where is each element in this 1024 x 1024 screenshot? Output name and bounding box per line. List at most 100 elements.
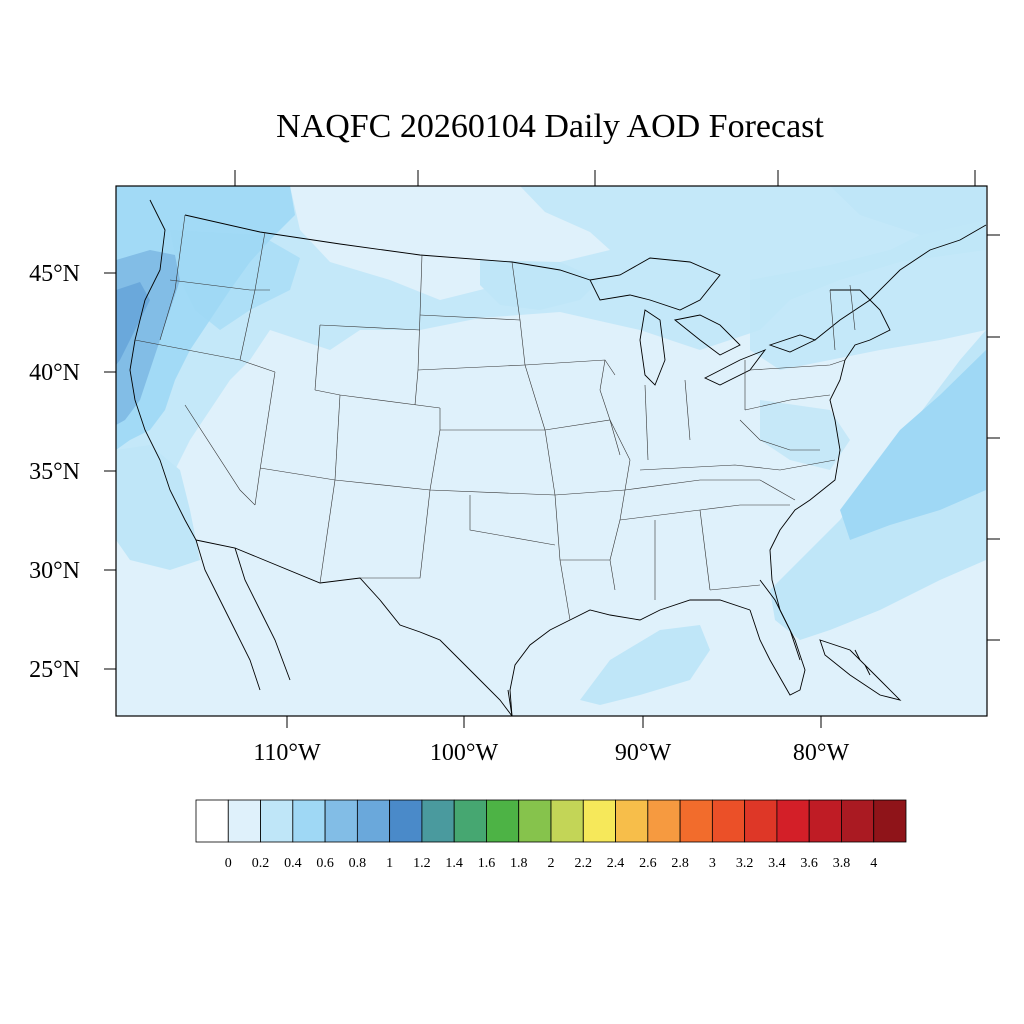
lat-label: 45°N — [29, 261, 80, 287]
wy-north — [319, 324, 421, 331]
la-tx-line — [559, 559, 571, 621]
mexico-gulf-coast — [507, 689, 513, 716]
ny-pa-line — [749, 359, 846, 371]
colorbar-tick-label: 4 — [870, 856, 877, 871]
tn-ky-line — [639, 459, 836, 471]
pacific-coast — [129, 199, 197, 541]
colorbar-labels: 0 0.2 0.4 0.6 0.8 1 1.2 1.4 1.6 1.8 2 2.2 2.4 2.6 2.8 3… — [225, 856, 877, 871]
colorbar-swatch — [615, 799, 649, 843]
colorbar-tick-label: 1.4 — [445, 856, 463, 871]
colorbar-tick-label: 2.2 — [575, 856, 593, 871]
colorbar-swatch — [389, 799, 423, 843]
baja-coast-east — [234, 547, 291, 681]
ms-al-ga-north — [619, 504, 790, 521]
colorbar-swatch — [550, 799, 584, 843]
aod-band-0-4-gulf — [580, 625, 710, 705]
colorbar-swatch — [453, 799, 487, 843]
lon-label: 110°W — [253, 740, 321, 766]
colorbar-swatch — [744, 799, 778, 843]
wv-va-line — [739, 419, 820, 451]
st-lawrence — [814, 224, 987, 341]
sd-ne-line — [417, 364, 526, 371]
colorbar-tick-label: 2 — [548, 856, 555, 871]
wa-or-ca-line — [159, 214, 186, 341]
lake-michigan — [639, 309, 666, 386]
central-meridian — [511, 261, 561, 561]
axis-ticks — [104, 170, 1000, 728]
al-ga-line — [699, 509, 711, 591]
colorbar-tick-label: 0 — [225, 856, 232, 871]
latitude-labels: 45°N 40°N 35°N 30°N 25°N — [29, 261, 80, 683]
colorbar-tick-label: 0.8 — [349, 856, 367, 871]
colorbar-swatch — [486, 799, 520, 843]
il-in-line — [644, 384, 649, 461]
colorbar-swatch — [647, 799, 681, 843]
ut-co-line — [334, 394, 341, 481]
colorbar-swatch — [195, 799, 229, 843]
or-north-border — [169, 279, 270, 291]
nv-ut-line — [254, 371, 276, 506]
colorbar-tick-label: 1.2 — [413, 856, 431, 871]
florida-peninsula — [759, 579, 801, 661]
ca-nv-diagonal — [184, 404, 256, 506]
colorbar-tick-label: 3 — [709, 856, 716, 871]
longitude-labels: 110°W 100°W 90°W 80°W — [253, 740, 849, 766]
colorbar-tick-label: 0.6 — [316, 856, 334, 871]
colorbar-tick-label: 1 — [386, 856, 393, 871]
atlantic-coast — [749, 359, 846, 696]
aod-band-0-6-atlantic — [840, 350, 986, 540]
lake-huron — [673, 314, 741, 356]
tn-south — [624, 479, 796, 501]
colorbar-tick-label: 0.4 — [284, 856, 302, 871]
lat-label: 35°N — [29, 459, 80, 485]
us-mexico-border — [195, 539, 513, 716]
lake-superior — [589, 257, 721, 311]
lat-label: 30°N — [29, 558, 80, 584]
colorbar-tick-label: 1.6 — [478, 856, 496, 871]
colorbar — [195, 799, 907, 843]
new-england-coast — [830, 289, 891, 361]
mt-nd-sd-ne-line — [414, 254, 423, 406]
gulf-coast — [509, 599, 751, 716]
colorbar-swatch — [227, 799, 261, 843]
aod-band-0-6-idaho — [170, 230, 300, 330]
colorbar-swatch — [776, 799, 810, 843]
in-oh-line — [684, 379, 691, 441]
colorbar-tick-label: 0.2 — [252, 856, 270, 871]
aod-band-0-4-dakota — [480, 260, 600, 310]
baja-coast-west — [195, 539, 261, 691]
aod-band-0-4-quebec — [830, 186, 986, 235]
us-canada-border — [184, 214, 591, 281]
id-west — [239, 231, 266, 361]
az-nm-line — [319, 479, 336, 584]
colorbar-swatch — [421, 799, 455, 843]
colorbar-tick-label: 3.4 — [768, 856, 786, 871]
colorbar-tick-label: 3.8 — [833, 856, 851, 871]
colorbar-swatch — [679, 799, 713, 843]
lat-label: 40°N — [29, 360, 80, 386]
aod-field-overlay — [116, 186, 986, 705]
colorbar-tick-label: 3.2 — [736, 856, 754, 871]
lon-label: 90°W — [615, 740, 672, 766]
lon-label: 80°W — [793, 740, 850, 766]
nd-sd-line — [419, 314, 521, 321]
country-boundaries — [129, 199, 987, 716]
colorbar-tick-label: 1.8 — [510, 856, 528, 871]
vt-ny-line — [829, 289, 836, 351]
lake-erie — [703, 348, 767, 386]
colorbar-swatch — [292, 799, 326, 843]
wy-west — [314, 324, 321, 391]
colorbar-swatch — [260, 799, 294, 843]
colorbar-swatch — [808, 799, 842, 843]
aod-band-0-4-pacific — [116, 445, 200, 570]
state-boundaries — [134, 214, 856, 621]
colorbar-swatch — [324, 799, 358, 843]
lon-label: 100°W — [430, 740, 499, 766]
colorbar-swatch — [711, 799, 746, 843]
colorbar-tick-label: 2.8 — [671, 856, 689, 871]
map-title: NAQFC 20260104 Daily AOD Forecast — [276, 108, 824, 145]
aod-band-0-4-virginia — [760, 400, 850, 470]
fl-north — [709, 584, 761, 591]
